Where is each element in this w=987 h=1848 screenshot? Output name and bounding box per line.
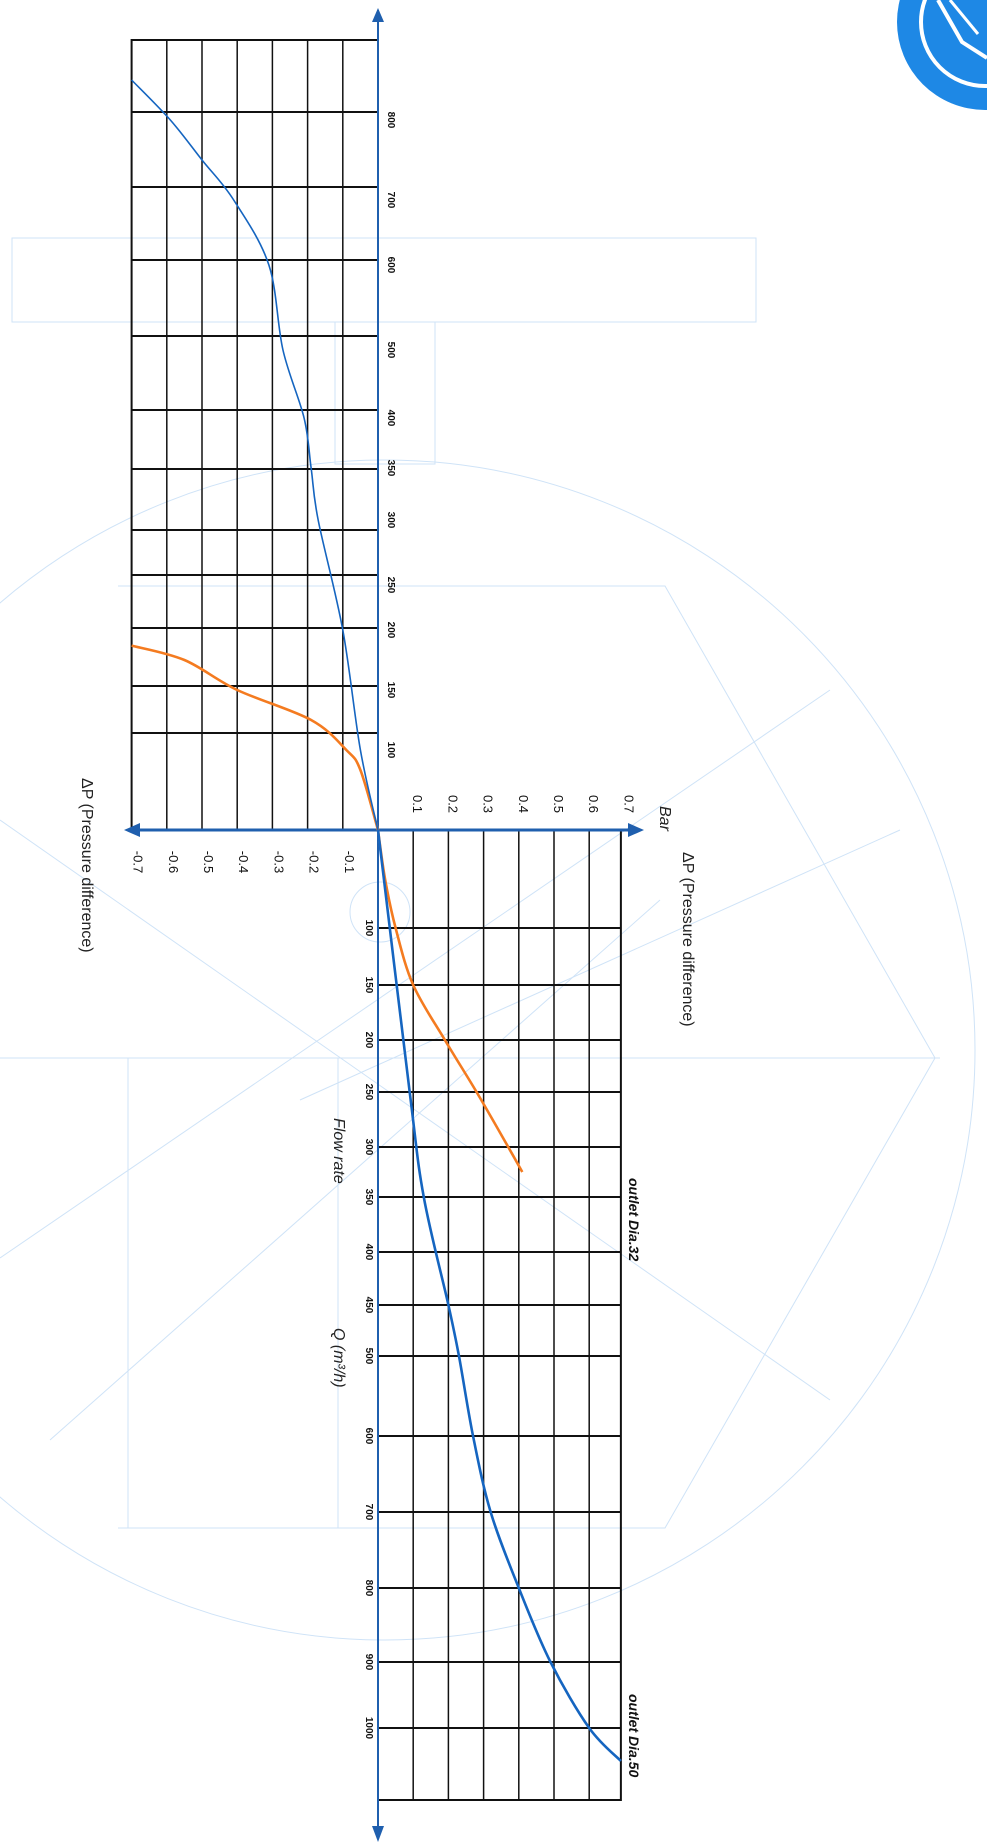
flow-tick-positive-side: 200 [363, 1032, 374, 1049]
pressure-tick-negative: -0.3 [271, 851, 286, 873]
tick-labels: 0.1 0.2 0.3 0.4 0.5 0.6 0.7 -0.1 -0.2 -0.3 -0.4 -0.… [131, 112, 637, 1740]
flow-tick-negative-side: 200 [385, 622, 396, 639]
flow-tick-positive-side: 700 [363, 1504, 374, 1521]
flow-tick-negative-side: 350 [385, 460, 396, 477]
grid-positive-quadrant [377, 829, 622, 1801]
pressure-axis-arrow-left [124, 823, 140, 837]
pressure-tick-negative: -0.2 [307, 851, 322, 873]
axes [124, 8, 644, 1842]
flow-tick-positive-side: 350 [363, 1189, 374, 1206]
pressure-label-negative-text: ΔP (Pressure difference) [78, 778, 95, 953]
flow-tick-positive-side: 800 [363, 1580, 374, 1597]
flow-axis-arrow-up [372, 8, 384, 22]
series-curves [131, 79, 622, 1762]
pressure-label-positive: ΔP (Pressure difference) [679, 852, 696, 1027]
flow-tick-negative-side: 400 [385, 410, 396, 427]
flow-rate-label: Flow rate [330, 1118, 347, 1184]
series-curve-positive-1 [376, 829, 622, 1762]
pressure-tick-positive: 0.5 [551, 795, 566, 813]
watermark-drawing [0, 237, 976, 1641]
pressure-tick-positive: 0.6 [586, 795, 601, 813]
series-curve-negative-1 [131, 79, 379, 831]
pressure-tick-positive: 0.7 [621, 795, 636, 813]
flow-tick-positive-side: 600 [363, 1428, 374, 1445]
flow-unit-label: Q (m³/h) [330, 1328, 347, 1388]
pressure-tick-positive: 0.2 [445, 795, 460, 813]
flow-tick-negative-side: 300 [385, 512, 396, 529]
grid-frame-positive [377, 829, 622, 1801]
flow-tick-negative-side: 700 [385, 192, 396, 209]
pressure-tick-negative: -0.5 [201, 851, 216, 873]
flow-tick-negative-side: 800 [385, 112, 396, 129]
pressure-tick-negative: -0.6 [166, 851, 181, 873]
bar-unit-label: Bar [656, 806, 673, 832]
flow-axis-arrow-down [372, 1826, 384, 1842]
series-label-dia32: outlet Dia.32 [626, 1178, 642, 1261]
flow-tick-positive-side: 100 [363, 920, 374, 937]
pressure-tick-positive: 0.4 [516, 795, 531, 813]
series-curve-positive-0 [376, 829, 524, 1173]
pressure-tick-negative: -0.7 [131, 851, 146, 873]
flow-tick-negative-side: 100 [385, 742, 396, 759]
flow-tick-positive-side: 450 [363, 1297, 374, 1314]
flow-tick-positive-side: 1000 [363, 1717, 374, 1740]
pressure-tick-positive: 0.1 [410, 795, 425, 813]
pressure-tick-negative: -0.4 [236, 851, 251, 873]
pressure-label-negative: ΔP (Pressure difference) [78, 778, 95, 953]
flow-tick-positive-side: 300 [363, 1139, 374, 1156]
series-curve-negative-0 [131, 644, 380, 831]
flow-tick-negative-side: 250 [385, 577, 396, 594]
pressure-label-positive-text: ΔP (Pressure difference) [679, 852, 696, 1027]
flow-tick-positive-side: 250 [363, 1084, 374, 1101]
pressure-axis-arrow-right [628, 823, 644, 837]
flow-tick-negative-side: 600 [385, 257, 396, 274]
brand-logo-icon [897, 0, 987, 110]
series-label-dia50: outlet Dia.50 [626, 1694, 642, 1777]
flow-tick-positive-side: 400 [363, 1244, 374, 1261]
flow-tick-negative-side: 150 [385, 682, 396, 699]
grid-frame-negative [130, 39, 379, 831]
pressure-tick-negative: -0.1 [342, 851, 357, 873]
flow-tick-negative-side: 500 [385, 342, 396, 359]
flow-tick-positive-side: 150 [363, 977, 374, 994]
flow-tick-positive-side: 900 [363, 1654, 374, 1671]
grid-negative-quadrant [130, 39, 379, 831]
pressure-tick-positive: 0.3 [481, 795, 496, 813]
flow-tick-positive-side: 500 [363, 1348, 374, 1365]
